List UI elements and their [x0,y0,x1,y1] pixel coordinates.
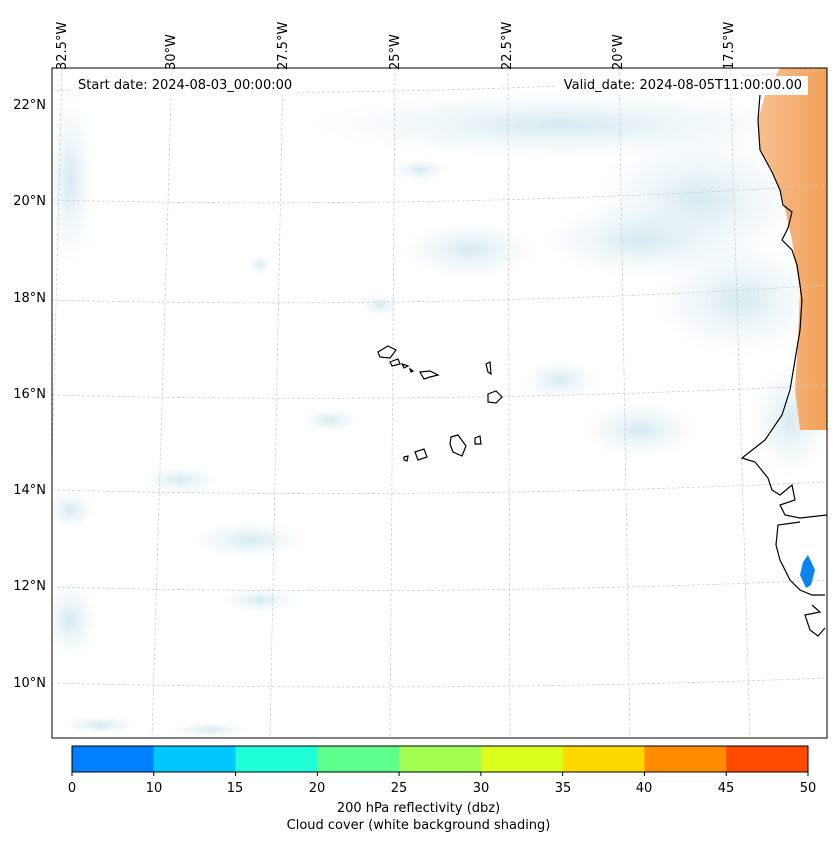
lat-label: 10°N [13,676,46,691]
colorbar-tick: 45 [717,781,735,796]
colorbar-tick: 30 [472,781,490,796]
colorbar-segment [644,746,727,772]
lon-label: 25°W [388,34,403,70]
colorbar-tick: 10 [145,781,163,796]
cloud-cover-shading [52,90,827,738]
colorbar-tick: 25 [390,781,408,796]
colorbar-segment [317,746,400,772]
valid-date-label: Valid_date: 2024-08-05T11:00:00.00 [557,76,808,95]
start-date-label: Start date: 2024-08-03_00:00:00 [72,76,299,95]
lat-label: 16°N [13,387,46,402]
colorbar-segment [399,746,482,772]
land-temperature-shading [758,68,827,430]
colorbar-frame [71,745,809,773]
colorbar [71,745,809,776]
lon-label: 27.5°W [276,21,291,70]
lat-label: 20°N [13,194,46,209]
colorbar-segment [480,746,564,772]
colorbar-tick: 0 [67,781,77,796]
map-area [52,68,827,738]
lon-label: 32.5°W [55,21,70,70]
colorbar-tick: 35 [554,781,572,796]
lon-label: 22.5°W [500,21,515,70]
graticule [52,68,827,738]
lat-label: 22°N [13,98,46,113]
map-frame [51,67,828,739]
colorbar-tick: 40 [635,781,653,796]
lon-label: 17.5°W [722,21,737,70]
colorbar-segment [562,746,645,772]
colorbar-tick: 15 [226,781,244,796]
lat-label: 18°N [13,291,46,306]
lon-label: 20°W [611,34,626,70]
colorbar-sublabel: Cloud cover (white background shading) [286,818,551,833]
africa-coastline [740,94,827,637]
colorbar-segment [235,746,318,772]
lat-label: 14°N [13,483,46,498]
lat-label: 12°N [13,579,46,594]
colorbar-segment [153,746,237,772]
lon-label: 30°W [164,34,179,70]
colorbar-label: 200 hPa reflectivity (dbz) [336,801,501,816]
colorbar-tick: 20 [308,781,326,796]
colorbar-segment [726,746,809,772]
reflectivity-cell [800,555,815,588]
cape-verde-islands [377,345,503,462]
colorbar-segment [72,746,155,772]
colorbar-tick: 50 [799,781,817,796]
